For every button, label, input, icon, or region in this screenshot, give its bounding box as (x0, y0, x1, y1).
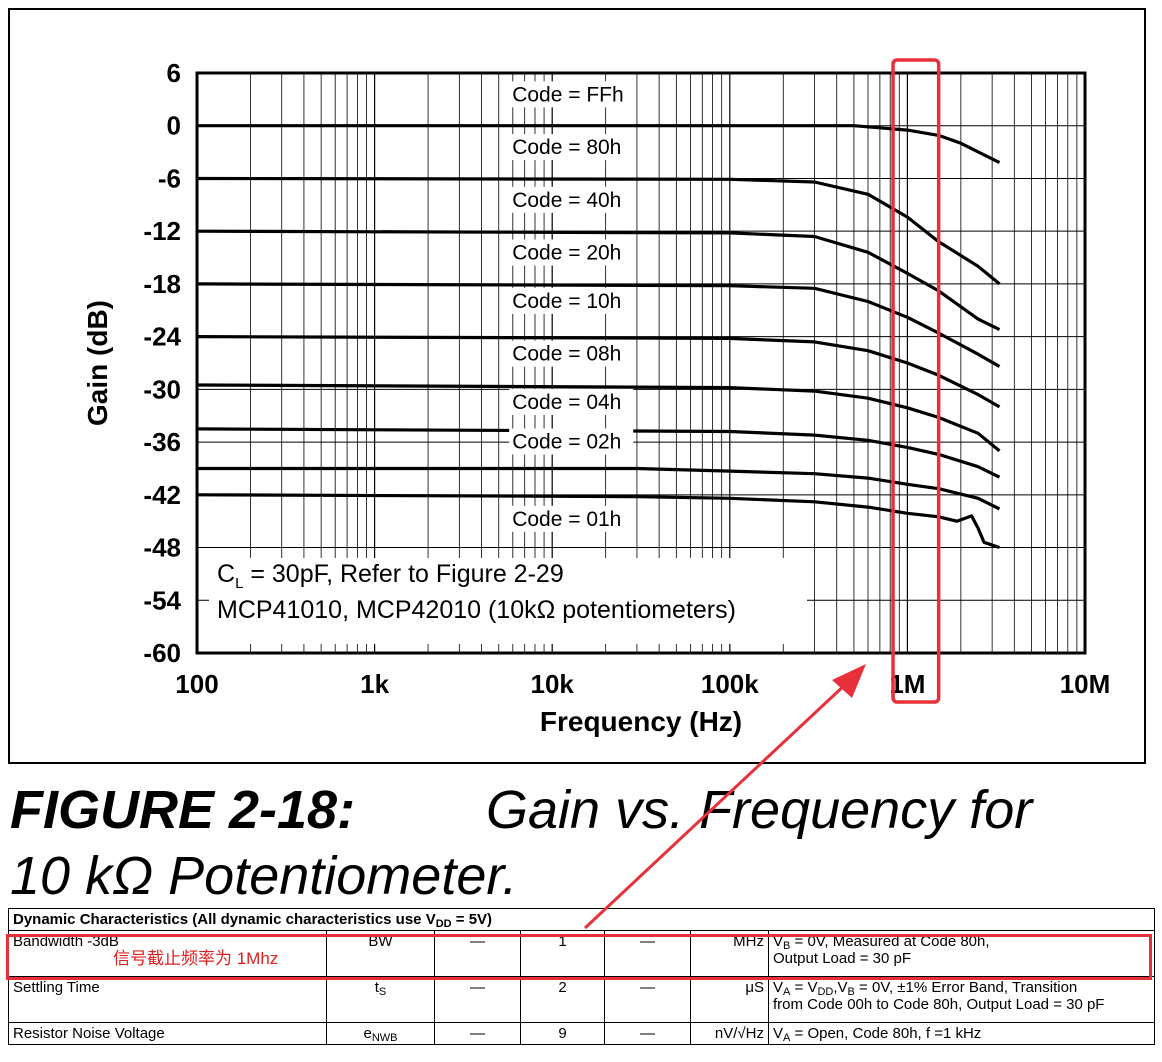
cutoff-note: 信号截止频率为 1Mhz (113, 949, 279, 968)
figure-title-line1: Gain vs. Frequency for (486, 780, 1033, 840)
series-label-bg (509, 505, 634, 532)
series-line-3 (196, 282, 1001, 368)
y-tick-label: -18 (143, 269, 181, 299)
figure-caption-line2: 10 kΩ Potentiometer. (10, 846, 517, 906)
chart-frame: Code = FFh Code = 80h Code = 40h Code = 20h… (8, 8, 1146, 764)
y-tick-label: -6 (158, 163, 181, 193)
dynamic-characteristics-table: Dynamic Characteristics (All dynamic cha… (8, 908, 1155, 1045)
series-label: Code = 20h (512, 242, 621, 265)
figure-title-line2: 10 kΩ Potentiometer. (10, 846, 518, 906)
typ-cell: 2 (520, 976, 605, 1023)
y-tick-label: -48 (143, 533, 181, 563)
series-line-2 (196, 229, 1001, 332)
x-tick-label: 10M (1060, 669, 1111, 699)
plot-border (195, 71, 1087, 655)
param-cell: Resistor Noise Voltage (8, 1022, 327, 1045)
x-tick-label: 1M (889, 669, 925, 699)
y-tick-label: -12 (143, 216, 181, 246)
y-tick-label: -42 (143, 480, 181, 510)
series-line-8 (196, 493, 1001, 550)
series-label-bg (509, 287, 634, 314)
conditions-cell: VB = 0V, Measured at Code 80h, Output Loa… (768, 930, 1155, 977)
min-cell: — (434, 930, 521, 977)
typ-cell: 9 (520, 1022, 605, 1045)
annotation-box (209, 558, 807, 644)
symbol-cell: eNWB (326, 1022, 435, 1045)
gain-frequency-chart: Code = FFh Code = 80h Code = 40h Code = 20h… (82, 58, 1111, 737)
table-row: Resistor Noise Voltage eNWB — 9 — nV/√Hz… (8, 1022, 1155, 1045)
series-label-bg (509, 134, 634, 161)
series-line-6 (196, 427, 1001, 479)
y-tick-label: -36 (143, 427, 181, 457)
param-cell: Settling Time (8, 976, 327, 1023)
x-tick-label: 100 (175, 669, 218, 699)
max-cell: — (604, 1022, 691, 1045)
y-tick-label: -60 (143, 638, 181, 668)
unit-cell: μS (690, 976, 769, 1023)
y-tick-label: 6 (167, 58, 181, 88)
series-label-bg (509, 186, 634, 213)
table-header: Dynamic Characteristics (All dynamic cha… (8, 908, 1155, 931)
series-label: Code = 02h (512, 430, 621, 453)
typ-cell: 1 (520, 930, 605, 977)
y-axis-label: Gain (dB) (82, 300, 113, 426)
table-header-row: Dynamic Characteristics (All dynamic cha… (8, 908, 1155, 931)
series-label-bg (509, 428, 634, 455)
annotation-line1: CL = 30pF, Refer to Figure 2-29 (217, 560, 564, 592)
y-tick-label: 0 (167, 111, 181, 141)
figure-caption-line1: FIGURE 2-18: Gain vs. Frequency for (10, 780, 1032, 840)
highlight-box-1m (891, 58, 941, 704)
series-label: Code = 01h (512, 508, 621, 531)
series-label: Code = FFh (512, 83, 623, 106)
x-tick-label: 100k (701, 669, 759, 699)
series-label: Code = 10h (512, 290, 621, 313)
x-tick-label: 10k (531, 669, 575, 699)
x-tick-label: 1k (360, 669, 389, 699)
x-axis-label: Frequency (Hz) (540, 706, 742, 737)
series-label-bg (509, 81, 634, 108)
series-label: Code = 80h (512, 136, 621, 159)
max-cell: — (604, 930, 691, 977)
series-line-1 (196, 176, 1001, 286)
conditions-cell: VA = VDD,VB = 0V, ±1% Error Band, Transi… (768, 976, 1155, 1023)
y-tick-label: -30 (143, 374, 181, 404)
table-row: Settling Time tS — 2 — μS VA = VDD,VB = … (8, 976, 1155, 1023)
series-label-bg (509, 388, 634, 415)
table-row: Bandwidth -3dB 信号截止频率为 1Mhz BW — 1 — MHz … (8, 930, 1155, 977)
unit-cell: nV/√Hz (690, 1022, 769, 1045)
series-line-0 (197, 124, 1001, 165)
symbol-cell: BW (326, 930, 435, 977)
min-cell: — (434, 1022, 521, 1045)
param-cell: Bandwidth -3dB 信号截止频率为 1Mhz (8, 930, 327, 977)
annotation-line2: MCP41010, MCP42010 (10kΩ potentiometers) (217, 596, 736, 624)
figure-number: FIGURE 2-18: (10, 780, 356, 840)
y-tick-label: -24 (143, 322, 181, 352)
conditions-cell: VA = Open, Code 80h, f =1 kHz (768, 1022, 1155, 1045)
series-line-4 (196, 335, 1001, 409)
series-label-bg (509, 340, 634, 367)
series-line-5 (196, 383, 1001, 453)
unit-cell: MHz (690, 930, 769, 977)
series-line-7 (197, 466, 1001, 511)
min-cell: — (434, 976, 521, 1023)
max-cell: — (604, 976, 691, 1023)
y-tick-label: -54 (143, 585, 181, 615)
series-label: Code = 40h (512, 189, 621, 212)
symbol-cell: tS (326, 976, 435, 1023)
series-label-bg (509, 239, 634, 266)
series-label: Code = 08h (512, 343, 621, 366)
series-label: Code = 04h (512, 391, 621, 414)
